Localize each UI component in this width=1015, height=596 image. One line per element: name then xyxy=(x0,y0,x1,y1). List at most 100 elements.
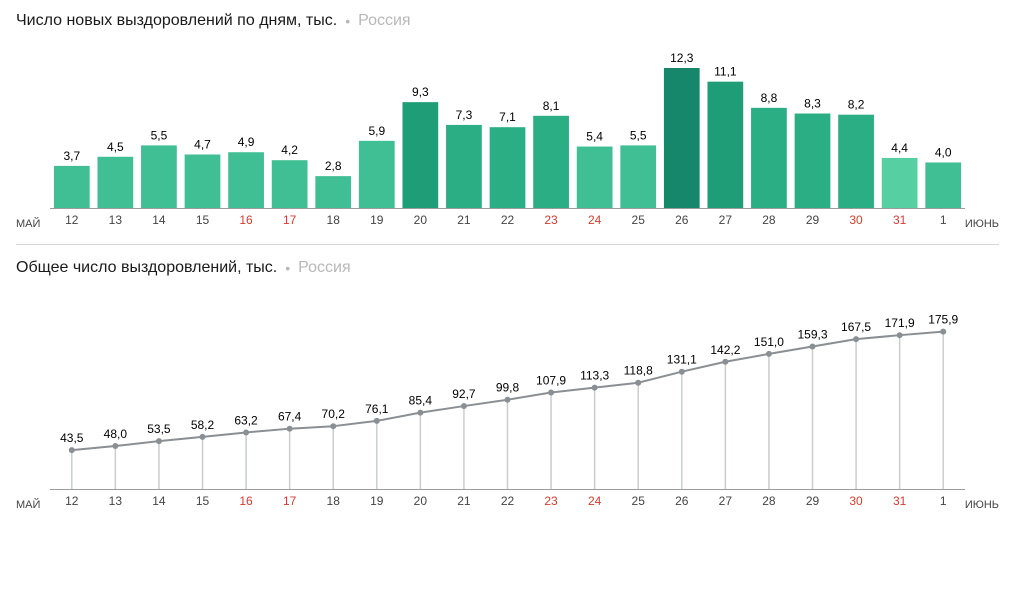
marker-day-28 xyxy=(766,351,772,357)
title-separator-icon: • xyxy=(285,260,290,276)
bar-value-label: 5,9 xyxy=(368,124,385,138)
bar-value-label: 8,8 xyxy=(761,91,778,105)
marker-day-31 xyxy=(897,332,903,338)
marker-day-26 xyxy=(679,369,685,375)
x-tick-label: 22 xyxy=(501,494,515,508)
x-tick-label: 14 xyxy=(152,494,166,508)
bar-value-label: 3,7 xyxy=(63,149,80,163)
line-value-label: 70,2 xyxy=(322,407,346,421)
line-value-label: 131,1 xyxy=(667,353,697,367)
x-tick-label: 16 xyxy=(239,213,253,227)
daily-chart-region: Россия xyxy=(358,12,410,30)
x-tick-label: 18 xyxy=(327,494,341,508)
bar-day-15 xyxy=(185,155,221,209)
x-tick-label: 22 xyxy=(501,213,515,227)
marker-day-25 xyxy=(635,380,641,386)
bar-day-25 xyxy=(620,145,656,208)
x-tick-label: 13 xyxy=(109,494,123,508)
x-tick-label: 29 xyxy=(806,494,820,508)
x-tick-label: 24 xyxy=(588,494,602,508)
cumulative-recoveries-chart: Общее число выздоровлений, тыс. • Россия… xyxy=(16,259,999,511)
bar-day-29 xyxy=(795,114,831,208)
marker-day-18 xyxy=(330,423,336,429)
x-tick-label: 17 xyxy=(283,494,297,508)
bar-value-label: 8,1 xyxy=(543,99,560,113)
bar-day-31 xyxy=(882,158,918,208)
x-tick-label: 20 xyxy=(414,494,428,508)
x-tick-label: 1 xyxy=(940,213,947,227)
x-tick-label: 15 xyxy=(196,213,210,227)
marker-day-1 xyxy=(940,329,946,335)
marker-day-21 xyxy=(461,403,467,409)
x-tick-label: 17 xyxy=(283,213,297,227)
cumulative-right-month-label: ИЮНЬ xyxy=(965,287,999,511)
x-tick-label: 1 xyxy=(940,494,947,508)
line-value-label: 175,9 xyxy=(928,313,958,327)
x-tick-label: 12 xyxy=(65,494,79,508)
bar-value-label: 12,3 xyxy=(670,51,694,65)
x-tick-label: 28 xyxy=(762,494,776,508)
marker-day-15 xyxy=(200,434,206,440)
bar-day-22 xyxy=(490,127,526,208)
x-tick-label: 28 xyxy=(762,213,776,227)
x-tick-label: 15 xyxy=(196,494,210,508)
bar-day-20 xyxy=(402,102,438,208)
bar-day-26 xyxy=(664,68,700,208)
cumulative-line-svg: 43,51248,01353,51458,21563,21667,41770,2… xyxy=(50,287,965,511)
x-tick-label: 19 xyxy=(370,213,384,227)
line-value-label: 43,5 xyxy=(60,431,84,445)
x-tick-label: 25 xyxy=(632,494,646,508)
bar-value-label: 8,2 xyxy=(848,98,865,112)
title-separator-icon: • xyxy=(345,13,350,29)
cumulative-plot-wrap: МАЙ 43,51248,01353,51458,21563,21667,417… xyxy=(16,287,999,511)
bar-value-label: 5,4 xyxy=(586,130,603,144)
daily-recoveries-chart: Число новых выздоровлений по дням, тыс. … xyxy=(16,12,999,230)
line-value-label: 171,9 xyxy=(885,316,915,330)
bar-day-13 xyxy=(97,157,133,208)
x-tick-label: 26 xyxy=(675,213,689,227)
marker-day-29 xyxy=(810,343,816,349)
bar-day-1 xyxy=(925,162,961,208)
marker-day-23 xyxy=(548,389,554,395)
bar-day-12 xyxy=(54,166,90,208)
x-tick-label: 12 xyxy=(65,213,79,227)
bar-day-30 xyxy=(838,115,874,208)
marker-day-12 xyxy=(69,447,75,453)
bar-value-label: 4,0 xyxy=(935,145,952,159)
bar-value-label: 4,7 xyxy=(194,138,211,152)
line-value-label: 48,0 xyxy=(104,427,128,441)
daily-right-month-label: ИЮНЬ xyxy=(965,40,999,230)
line-value-label: 92,7 xyxy=(452,387,476,401)
daily-chart-title-row: Число новых выздоровлений по дням, тыс. … xyxy=(16,12,999,30)
x-tick-label: 13 xyxy=(109,213,123,227)
line-value-label: 85,4 xyxy=(409,394,433,408)
marker-day-22 xyxy=(505,397,511,403)
line-value-label: 113,3 xyxy=(580,369,609,383)
daily-plot-wrap: МАЙ 3,7124,5135,5144,7154,9164,2172,8185… xyxy=(16,40,999,230)
line-value-label: 107,9 xyxy=(536,373,566,387)
marker-day-17 xyxy=(287,426,293,432)
line-value-label: 159,3 xyxy=(797,327,827,341)
line-value-label: 58,2 xyxy=(191,418,215,432)
bar-day-21 xyxy=(446,125,482,208)
line-value-label: 99,8 xyxy=(496,381,520,395)
x-tick-label: 23 xyxy=(544,494,558,508)
marker-day-30 xyxy=(853,336,859,342)
bar-day-19 xyxy=(359,141,395,208)
bar-value-label: 7,3 xyxy=(456,108,473,122)
x-tick-label: 21 xyxy=(457,494,471,508)
bar-value-label: 8,3 xyxy=(804,97,821,111)
bar-value-label: 5,5 xyxy=(151,128,168,142)
bar-value-label: 7,1 xyxy=(499,110,516,124)
bar-day-24 xyxy=(577,147,613,208)
cumulative-plot: 43,51248,01353,51458,21563,21667,41770,2… xyxy=(50,287,965,511)
marker-day-16 xyxy=(243,429,249,435)
bar-value-label: 2,8 xyxy=(325,159,342,173)
bar-day-18 xyxy=(315,176,351,208)
x-tick-label: 18 xyxy=(327,213,341,227)
x-tick-label: 14 xyxy=(152,213,166,227)
marker-day-19 xyxy=(374,418,380,424)
line-value-label: 76,1 xyxy=(365,402,389,416)
x-tick-label: 26 xyxy=(675,494,689,508)
x-tick-label: 29 xyxy=(806,213,820,227)
